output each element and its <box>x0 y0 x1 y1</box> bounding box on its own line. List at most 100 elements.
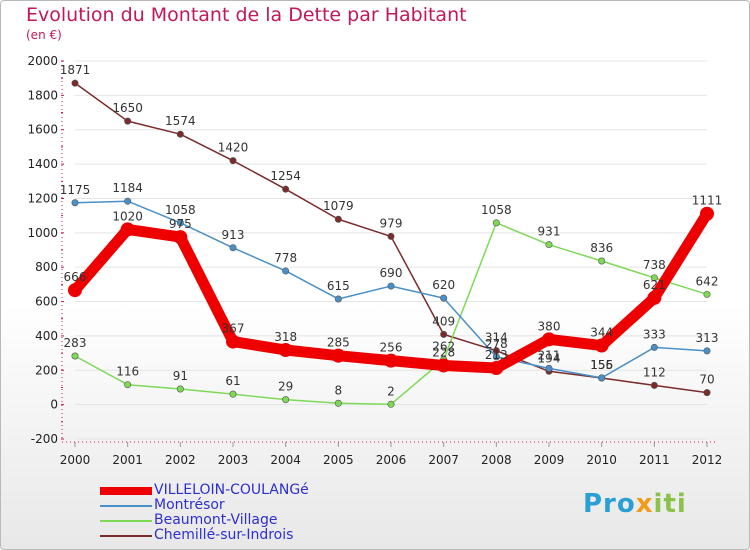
data-point-0-2006 <box>384 353 398 368</box>
legend-swatch-chemille <box>100 535 152 537</box>
data-label-3-2004: 1254 <box>270 169 301 183</box>
data-label-1-2006: 690 <box>380 266 403 280</box>
y-tick-label-1400: 1400 <box>27 157 58 171</box>
data-point-0-2001 <box>120 222 135 237</box>
data-label-2-2005: 8 <box>335 383 343 397</box>
data-label-1-2008: 278 <box>485 337 508 351</box>
data-point-0-2010 <box>594 338 609 353</box>
data-point-1-2009 <box>545 364 553 372</box>
data-label-1-2001: 1184 <box>112 181 143 195</box>
data-point-3-2006 <box>387 232 395 240</box>
data-label-3-2009: 194 <box>538 351 561 365</box>
data-labels: 666 1020 975 367 318 285 256 228 213 380 344 621 111… <box>60 63 723 398</box>
y-tick-label-1600: 1600 <box>27 123 58 137</box>
data-label-1-2003: 913 <box>222 228 245 242</box>
data-label-0-2000: 666 <box>64 270 87 284</box>
x-tick-label-2007: 2007 <box>428 453 459 467</box>
data-point-1-2012 <box>703 347 711 355</box>
legend-item-beaumont[interactable]: Beaumont-Village <box>100 512 420 529</box>
data-point-0-2004 <box>278 342 293 357</box>
data-point-2-2009 <box>545 241 553 249</box>
data-label-2-2003: 61 <box>225 374 240 388</box>
y-tick-label--200: -200 <box>31 432 58 446</box>
data-label-0-2002: 975 <box>169 217 192 231</box>
data-point-0-2008 <box>489 361 504 376</box>
x-tick-label-2004: 2004 <box>270 453 301 467</box>
data-label-3-2007: 409 <box>432 314 455 328</box>
data-point-1-2004 <box>282 267 290 275</box>
data-label-0-2001: 1020 <box>112 209 143 223</box>
data-label-1-2000: 1175 <box>60 183 91 197</box>
data-point-2-2003 <box>229 390 237 398</box>
data-label-3-2008: 314 <box>485 331 508 345</box>
data-label-1-2009: 211 <box>538 348 561 362</box>
data-point-3-2011 <box>650 381 658 389</box>
data-point-3-2012 <box>703 389 711 397</box>
data-point-3-2007 <box>440 330 448 338</box>
x-tick-label-2008: 2008 <box>481 453 512 467</box>
data-label-2-2001: 116 <box>116 365 139 379</box>
data-point-3-2003 <box>229 157 237 165</box>
x-tick-label-2012: 2012 <box>692 453 723 467</box>
legend-item-montresor[interactable]: Montrésor <box>100 497 420 514</box>
legend-item-villeloin[interactable]: VILLELOIN-COULANGé <box>100 482 420 499</box>
axes: -200 0 200 400 600 800 1000 1200 1400 1600 1800 200… <box>27 54 722 467</box>
data-label-2-2007: 262 <box>432 340 455 354</box>
x-tick-label-2000: 2000 <box>60 453 91 467</box>
x-tick-label-2001: 2001 <box>112 453 143 467</box>
data-label-3-2012: 70 <box>699 373 714 387</box>
x-tick-label-2003: 2003 <box>218 453 249 467</box>
y-tick-label-200: 200 <box>35 363 58 377</box>
data-label-2-2004: 29 <box>278 380 293 394</box>
data-point-2-2001 <box>124 381 132 389</box>
data-label-1-2012: 313 <box>696 331 719 345</box>
data-label-3-2010: 155 <box>590 358 613 372</box>
y-tick-label-1800: 1800 <box>27 88 58 102</box>
data-label-2-2010: 836 <box>590 241 613 255</box>
data-label-0-2007: 228 <box>432 345 455 359</box>
data-label-1-2005: 615 <box>327 279 350 293</box>
series-lines <box>68 79 714 408</box>
data-label-3-2002: 1574 <box>165 114 196 128</box>
x-tick-label-2011: 2011 <box>639 453 670 467</box>
chart-title: Evolution du Montant de la Dette par Hab… <box>26 4 467 26</box>
data-label-2-2011: 738 <box>643 258 666 272</box>
data-label-1-2011: 333 <box>643 327 666 341</box>
data-point-1-2007 <box>440 294 448 302</box>
y-tick-label-1000: 1000 <box>27 226 58 240</box>
data-label-0-2004: 318 <box>274 330 297 344</box>
y-tick-label-400: 400 <box>35 329 58 343</box>
data-label-3-2006: 979 <box>380 216 403 230</box>
data-point-0-2005 <box>331 348 346 363</box>
data-label-1-2007: 620 <box>432 278 455 292</box>
data-point-1-2000 <box>71 199 79 207</box>
data-label-2-2012: 642 <box>696 274 719 288</box>
proxiti-logo: Proxiti <box>583 489 687 519</box>
legend-label-chemille: Chemillé-sur-Indrois <box>154 527 294 543</box>
data-point-3-2000 <box>71 79 79 87</box>
x-tick-label-2009: 2009 <box>534 453 565 467</box>
data-label-2-2006: 2 <box>387 384 395 398</box>
data-label-1-2004: 778 <box>274 251 297 265</box>
data-label-0-2010: 344 <box>590 326 613 340</box>
x-tick-label-2006: 2006 <box>376 453 407 467</box>
data-point-2-2010 <box>598 257 606 265</box>
legend-swatch-villeloin <box>100 487 152 495</box>
x-tick-label-2002: 2002 <box>165 453 196 467</box>
data-point-2-2008 <box>492 219 500 227</box>
legend-swatch-montresor <box>100 505 152 507</box>
data-point-0-2011 <box>647 290 662 305</box>
data-label-1-2002: 1058 <box>165 203 196 217</box>
data-label-0-2012: 1111 <box>692 194 723 208</box>
data-point-1-2005 <box>334 295 342 303</box>
legend-item-chemille[interactable]: Chemillé-sur-Indrois <box>100 527 420 544</box>
data-label-2-2008: 1058 <box>481 203 512 217</box>
data-point-0-2009 <box>542 332 556 347</box>
y-tick-label-600: 600 <box>35 295 58 309</box>
data-point-3-2005 <box>334 215 342 223</box>
y-tick-label-800: 800 <box>35 260 58 274</box>
data-point-3-2004 <box>282 185 290 193</box>
y-tick-label-0: 0 <box>50 398 58 412</box>
